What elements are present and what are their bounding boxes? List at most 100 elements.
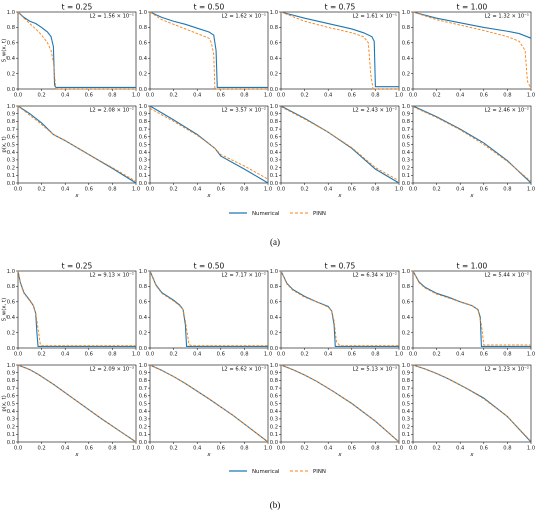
y-tick-label: 0.4 <box>7 315 16 321</box>
y-tick-label: 0.4 <box>402 150 411 156</box>
y-tick-label: 0.6 <box>402 300 410 306</box>
x-axis-label: x <box>337 193 342 199</box>
y-tick-label: 0.7 <box>270 127 278 133</box>
y-tick-label: 0.1 <box>270 432 278 438</box>
y-tick-label: 0.9 <box>139 112 147 118</box>
x-tick-label: 0.4 <box>456 93 465 99</box>
x-tick-label: 0.2 <box>300 352 308 358</box>
y-tick-label: 0.2 <box>270 165 278 171</box>
x-tick-label: 0.8 <box>503 93 511 99</box>
x-tick-label: 0.4 <box>324 93 333 99</box>
x-tick-label: 0.8 <box>371 446 379 452</box>
y-tick-label: 0.0 <box>139 87 147 93</box>
y-tick-label: 1.0 <box>7 269 15 275</box>
y-tick-label: 0.2 <box>402 165 410 171</box>
x-tick-label: 0.0 <box>409 446 417 452</box>
y-tick-label: 0.8 <box>139 119 147 125</box>
subplot-a-saturation-2: 0.0 0.2 0.4 0.6 0.8 1.0 0.0 0.2 0.4 0.6 0.8 1.0 L2 =… <box>139 3 272 99</box>
x-tick-label: 0.8 <box>371 187 379 193</box>
subplot-time-title: t = 0.25 <box>62 3 93 12</box>
x-tick-label: 0.0 <box>14 187 22 193</box>
x-tick-label: 0.6 <box>85 93 93 99</box>
l2-error-label: L2 = 1.56 × 10⁻¹ <box>90 14 134 20</box>
x-tick-label: 1.0 <box>527 446 535 452</box>
x-tick-label: 0.6 <box>348 352 356 358</box>
x-tick-label: 1.0 <box>395 446 403 452</box>
x-axis-label: x <box>469 193 474 199</box>
subplot-a-pressure-2: 0.0 0.2 0.4 0.6 0.8 1.00.00.10.20.30.40.50.60… <box>139 104 272 199</box>
y-tick-label: 0.0 <box>270 87 278 93</box>
x-tick-label: 1.0 <box>132 446 140 452</box>
x-tick-label: 1.0 <box>527 187 535 193</box>
y-tick-label: 1.0 <box>270 363 278 369</box>
x-tick-label: 0.4 <box>61 187 70 193</box>
x-tick-label: 0.6 <box>480 352 488 358</box>
subplot-b-pressure-3: 0.0 0.2 0.4 0.6 0.8 1.00.00.10.20.30.40.50.60… <box>270 363 403 458</box>
subplot-time-title: t = 0.50 <box>194 262 225 271</box>
l2-error-label: L2 = 1.62 × 10⁻¹ <box>222 14 266 20</box>
x-tick-label: 0.8 <box>108 93 116 99</box>
y-tick-label: 1.0 <box>270 269 278 275</box>
subplot-a-saturation-3: 0.0 0.2 0.4 0.6 0.8 1.0 0.0 0.2 0.4 0.6 0.8 1.0 L2 =… <box>270 3 403 99</box>
x-tick-label: 0.4 <box>456 352 465 358</box>
x-tick-label: 0.4 <box>456 446 465 452</box>
x-tick-label: 0.6 <box>217 446 225 452</box>
y-tick-label: 0.4 <box>270 150 279 156</box>
subplot-b-saturation-2: 0.0 0.2 0.4 0.6 0.8 1.0 0.0 0.2 0.4 0.6 0.8 1.0 L2 =… <box>139 262 272 358</box>
y-tick-label: 0.3 <box>402 417 410 423</box>
y-tick-label: 0.7 <box>402 386 410 392</box>
y-tick-label: 0.6 <box>270 300 278 306</box>
y-axis-label: p(x, t) <box>2 136 8 152</box>
x-tick-label: 1.0 <box>395 352 403 358</box>
y-tick-label: 0.8 <box>7 284 15 290</box>
subplot-b-saturation-3: 0.0 0.2 0.4 0.6 0.8 1.0 0.0 0.2 0.4 0.6 0.8 1.0 L2 =… <box>270 262 403 358</box>
y-tick-label: 0.6 <box>7 41 15 47</box>
series-line-pinn <box>17 270 136 347</box>
series-line-pinn <box>412 364 532 442</box>
y-tick-label: 0.6 <box>402 135 410 141</box>
x-tick-label: 0.8 <box>108 187 116 193</box>
subplot-a-pressure-3: 0.0 0.2 0.4 0.6 0.8 1.00.00.10.20.30.40.50.60… <box>270 104 403 199</box>
y-tick-label: 0.2 <box>402 424 410 430</box>
x-tick-label: 0.8 <box>240 446 248 452</box>
y-tick-label: 0.3 <box>139 158 147 164</box>
x-axis-label: x <box>469 452 474 458</box>
x-tick-label: 1.0 <box>132 187 140 193</box>
axes-frame <box>149 11 269 90</box>
plot-grid: 0.0 0.2 0.4 0.6 0.8 1.00.00.20.40.60.81.0L2 =… <box>2 3 536 459</box>
x-tick-label: 0.8 <box>503 446 511 452</box>
l2-error-label: L2 = 7.17 × 10⁻² <box>222 273 266 279</box>
y-tick-label: 0.8 <box>7 119 15 125</box>
x-tick-label: 0.0 <box>277 446 285 452</box>
series-line-numerical <box>17 11 136 89</box>
x-tick-label: 0.8 <box>240 352 248 358</box>
y-tick-label: 0.2 <box>270 71 278 77</box>
y-tick-label: 0.0 <box>7 346 15 352</box>
y-tick-label: 0.2 <box>139 71 147 77</box>
subplot-a-pressure-4: 0.0 0.2 0.4 0.6 0.8 1.00.00.10.20.30.40.50.60… <box>402 104 535 199</box>
subplot-a-pressure-1: 0.0 0.2 0.4 0.6 0.8 1.00.00.10.20.30.40.50.60… <box>2 104 141 199</box>
y-axis-label: S_w(x, t) <box>2 39 8 62</box>
y-tick-label: 0.7 <box>7 386 15 392</box>
y-tick-label: 0.2 <box>139 424 147 430</box>
x-axis-label: x <box>337 452 342 458</box>
y-tick-label: 0.4 <box>270 315 279 321</box>
x-tick-label: 0.2 <box>432 352 440 358</box>
y-tick-label: 0.2 <box>7 330 15 336</box>
x-tick-label: 1.0 <box>264 352 272 358</box>
x-tick-label: 0.8 <box>503 352 511 358</box>
x-tick-label: 0.0 <box>14 93 22 99</box>
x-tick-label: 0.6 <box>85 352 93 358</box>
y-tick-label: 0.0 <box>402 181 410 187</box>
y-tick-label: 0.0 <box>402 346 410 352</box>
x-tick-label: 0.0 <box>409 352 417 358</box>
l2-error-label: L2 = 1.32 × 10⁻¹ <box>485 14 529 20</box>
y-tick-label: 0.7 <box>270 386 278 392</box>
x-tick-label: 0.2 <box>37 352 45 358</box>
y-tick-label: 0.2 <box>7 165 15 171</box>
y-tick-label: 1.0 <box>7 104 15 110</box>
x-tick-label: 0.4 <box>456 187 465 193</box>
y-tick-label: 0.8 <box>7 378 15 384</box>
y-tick-label: 0.2 <box>7 71 15 77</box>
l2-error-label: L2 = 6.34 × 10⁻² <box>353 273 397 279</box>
